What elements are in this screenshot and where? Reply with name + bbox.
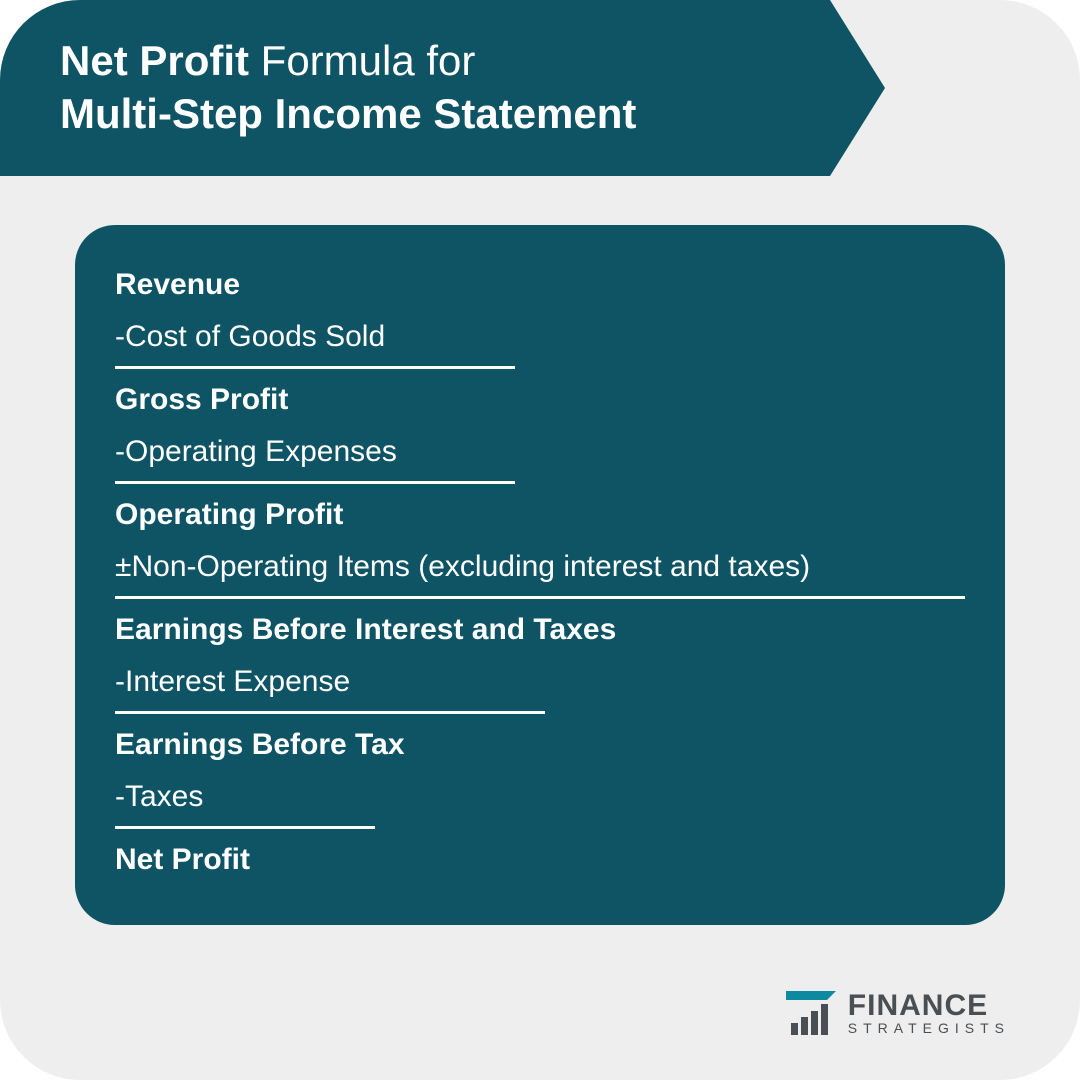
title-bold-1: Net Profit	[60, 37, 249, 84]
row-ebt: Earnings Before Tax	[115, 720, 965, 772]
rule-5	[115, 826, 375, 829]
row-nonop: ±Non-Operating Items (excluding interest…	[115, 542, 965, 594]
rule-1	[115, 366, 515, 369]
row-net-profit: Net Profit	[115, 835, 965, 887]
row-gross-profit: Gross Profit	[115, 375, 965, 427]
logo-sub: STRATEGISTS	[848, 1021, 1010, 1035]
row-interest: -Interest Expense	[115, 657, 965, 709]
row-operating-profit: Operating Profit	[115, 490, 965, 542]
formula-panel: Revenue -Cost of Goods Sold Gross Profit…	[75, 225, 1005, 925]
row-ebit: Earnings Before Interest and Taxes	[115, 605, 965, 657]
card-background: Net Profit Formula for Multi-Step Income…	[0, 0, 1080, 1080]
row-opex: -Operating Expenses	[115, 427, 965, 479]
row-taxes: -Taxes	[115, 772, 965, 824]
logo-main: FINANCE	[848, 991, 1010, 1021]
title-line-2: Multi-Step Income Statement	[60, 88, 885, 141]
rule-4	[115, 711, 545, 714]
logo-text: FINANCE STRATEGISTS	[848, 991, 1010, 1035]
rule-2	[115, 481, 515, 484]
brand-logo: FINANCE STRATEGISTS	[786, 991, 1010, 1035]
row-cogs: -Cost of Goods Sold	[115, 312, 965, 364]
rule-3	[115, 596, 965, 599]
header-banner: Net Profit Formula for Multi-Step Income…	[0, 0, 885, 176]
row-revenue: Revenue	[115, 260, 965, 312]
title-light-1: Formula for	[249, 37, 475, 84]
logo-icon	[786, 991, 836, 1035]
title-line-1: Net Profit Formula for	[60, 35, 885, 88]
